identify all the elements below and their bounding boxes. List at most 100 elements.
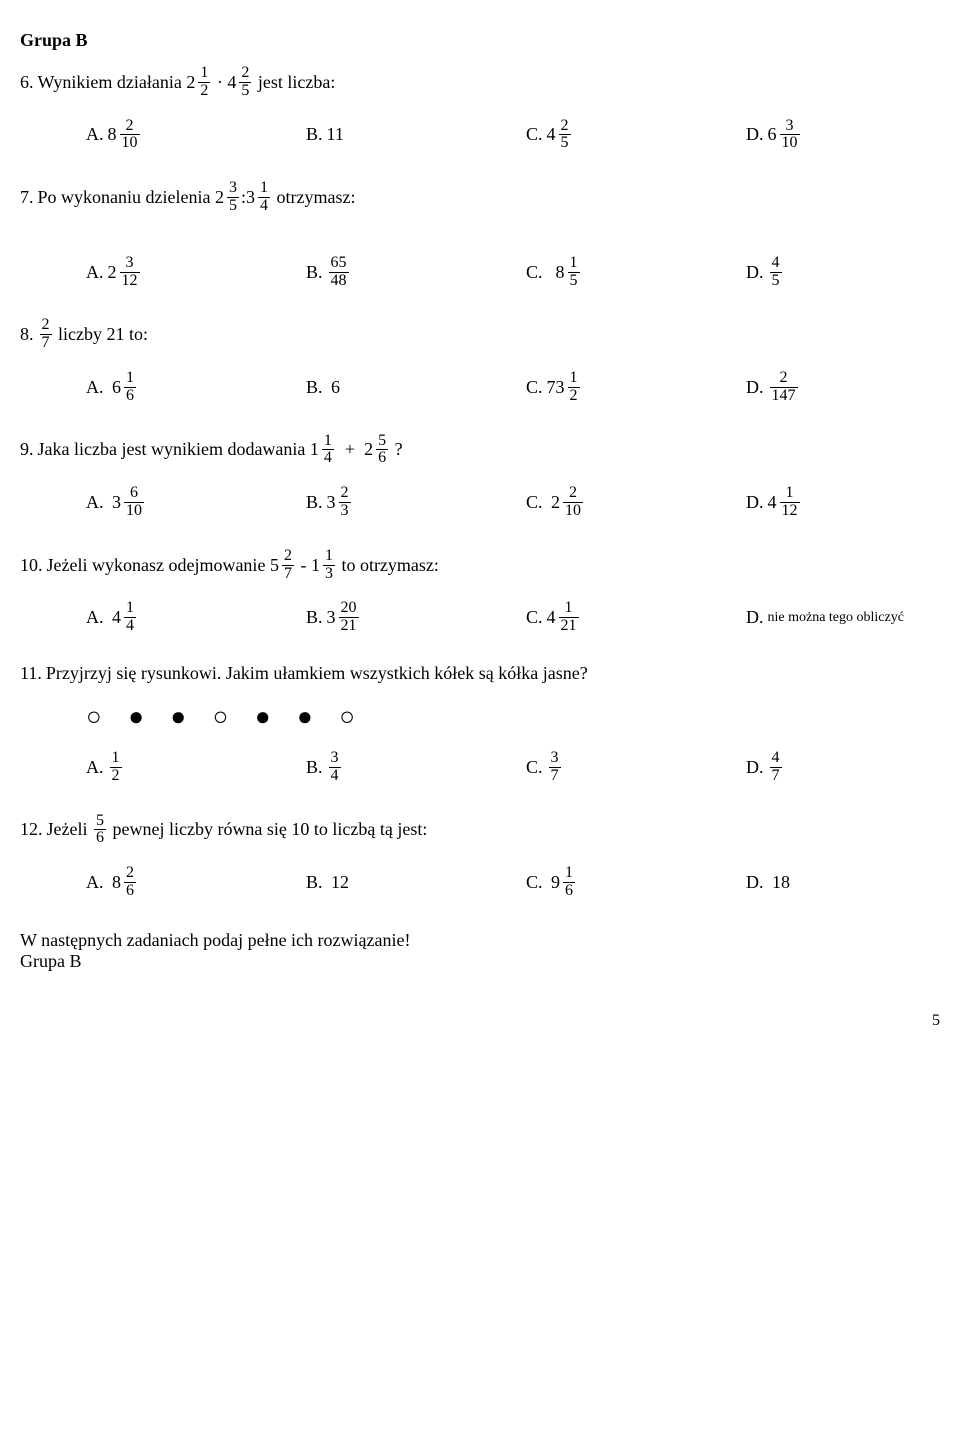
q9: 9. Jaka liczba jest wynikiem dodawania 1… — [20, 433, 940, 468]
den: 5 — [227, 197, 239, 215]
q10: 10. Jeżeli wykonasz odejmowanie 527 - 11… — [20, 548, 940, 583]
den: 6 — [563, 882, 575, 900]
letter: C. — [526, 757, 543, 778]
den: 2 — [110, 767, 122, 785]
q10-text2: to otrzymasz: — [341, 555, 438, 576]
frac: 26 — [124, 865, 136, 900]
whole: 8 — [108, 124, 117, 145]
q8-B: B. 6 — [306, 370, 526, 405]
letter: D. — [746, 607, 764, 628]
q12-frac: 56 — [94, 813, 106, 848]
mixed: 815 — [556, 255, 582, 290]
q7-num: 7. — [20, 187, 34, 208]
num: 65 — [329, 255, 349, 272]
frac: 37 — [549, 750, 561, 785]
letter: D. — [746, 262, 764, 283]
q6-answers: A.8210 B.11 C.425 D.6310 — [86, 118, 926, 153]
q11: 11. Przyjrzyj się rysunkowi. Jakim ułamk… — [20, 663, 940, 684]
whole: 9 — [551, 872, 560, 893]
num: 2 — [567, 485, 579, 502]
whole: 4 — [112, 607, 121, 628]
letter: B. — [306, 124, 323, 145]
dot: · — [217, 72, 223, 93]
num: 1 — [124, 370, 136, 387]
q9-num: 9. — [20, 439, 34, 460]
num: 1 — [198, 65, 210, 82]
num: 2 — [124, 865, 136, 882]
val: 6 — [331, 377, 340, 398]
mixed: 32021 — [327, 600, 361, 635]
q9-C: C. 2210 — [526, 485, 746, 520]
frac: 6548 — [329, 255, 349, 290]
den: 4 — [258, 197, 270, 215]
val: 11 — [327, 124, 344, 145]
frac: 23 — [339, 485, 351, 520]
mixed: 4121 — [547, 600, 581, 635]
whole: 5 — [270, 555, 279, 576]
frac: 16 — [563, 865, 575, 900]
den: 4 — [322, 449, 334, 467]
whole: 3 — [246, 187, 255, 208]
letter: A. — [86, 492, 104, 513]
q7-text1: Po wykonaniu dzielenia — [38, 187, 211, 208]
q7-B: B.6548 — [306, 255, 526, 290]
q8-text: liczby 21 to: — [58, 324, 148, 345]
q6-A: A.8210 — [86, 118, 306, 153]
mixed: 6310 — [768, 118, 802, 153]
q6-C: C.425 — [526, 118, 746, 153]
q9-B: B. 323 — [306, 485, 526, 520]
letter: D. — [746, 757, 764, 778]
q11-C: C. 37 — [526, 750, 746, 785]
den: 5 — [559, 134, 571, 152]
letter: C. — [526, 377, 543, 398]
den: 3 — [339, 502, 351, 520]
num: 4 — [770, 255, 782, 272]
q10-num: 10. — [20, 555, 43, 576]
frac: 45 — [770, 255, 782, 290]
frac: 56 — [376, 433, 388, 468]
whole: 3 — [112, 492, 121, 513]
q12-B: B. 12 — [306, 865, 526, 900]
letter: B. — [306, 492, 323, 513]
frac: 12 — [568, 370, 580, 405]
q6-mixed1: 2 12 — [186, 65, 212, 100]
frac: 610 — [124, 485, 144, 520]
whole: 4 — [768, 492, 777, 513]
q6-num: 6. — [20, 72, 34, 93]
q8: 8. 27 liczby 21 to: — [20, 317, 940, 352]
whole: 1 — [311, 555, 320, 576]
whole: 8 — [556, 262, 565, 283]
q6-D: D.6310 — [746, 118, 946, 153]
q10-m2: 113 — [311, 548, 337, 583]
whole: 73 — [547, 377, 565, 398]
q6-mixed2: 4 25 — [227, 65, 253, 100]
q7-text2: otrzymasz: — [276, 187, 355, 208]
q9-A: A. 3610 — [86, 485, 306, 520]
qmark: ? — [395, 439, 403, 460]
letter: C. — [526, 607, 543, 628]
den: 7 — [40, 334, 52, 352]
frac: 14 — [322, 433, 334, 468]
whole: 6 — [112, 377, 121, 398]
num: 1 — [563, 865, 575, 882]
frac: 310 — [780, 118, 800, 153]
q11-D: D. 47 — [746, 750, 946, 785]
den: 7 — [770, 767, 782, 785]
q8-num: 8. — [20, 324, 34, 345]
footer-group: Grupa B — [20, 951, 940, 972]
q8-C: C.7312 — [526, 370, 746, 405]
num: 2 — [239, 65, 251, 82]
q11-text: Przyjrzyj się rysunkowi. Jakim ułamkiem … — [46, 663, 588, 684]
frac: 47 — [770, 750, 782, 785]
den: 12 — [780, 502, 800, 520]
frac: 2147 — [770, 370, 798, 405]
frac: 15 — [568, 255, 580, 290]
num: 3 — [329, 750, 341, 767]
q10-B: B.32021 — [306, 600, 526, 635]
frac: 25 — [559, 118, 571, 153]
den: 10 — [563, 502, 583, 520]
num: 1 — [568, 370, 580, 387]
den: 21 — [559, 617, 579, 635]
q7-C: C. 815 — [526, 255, 746, 290]
num: 5 — [376, 433, 388, 450]
